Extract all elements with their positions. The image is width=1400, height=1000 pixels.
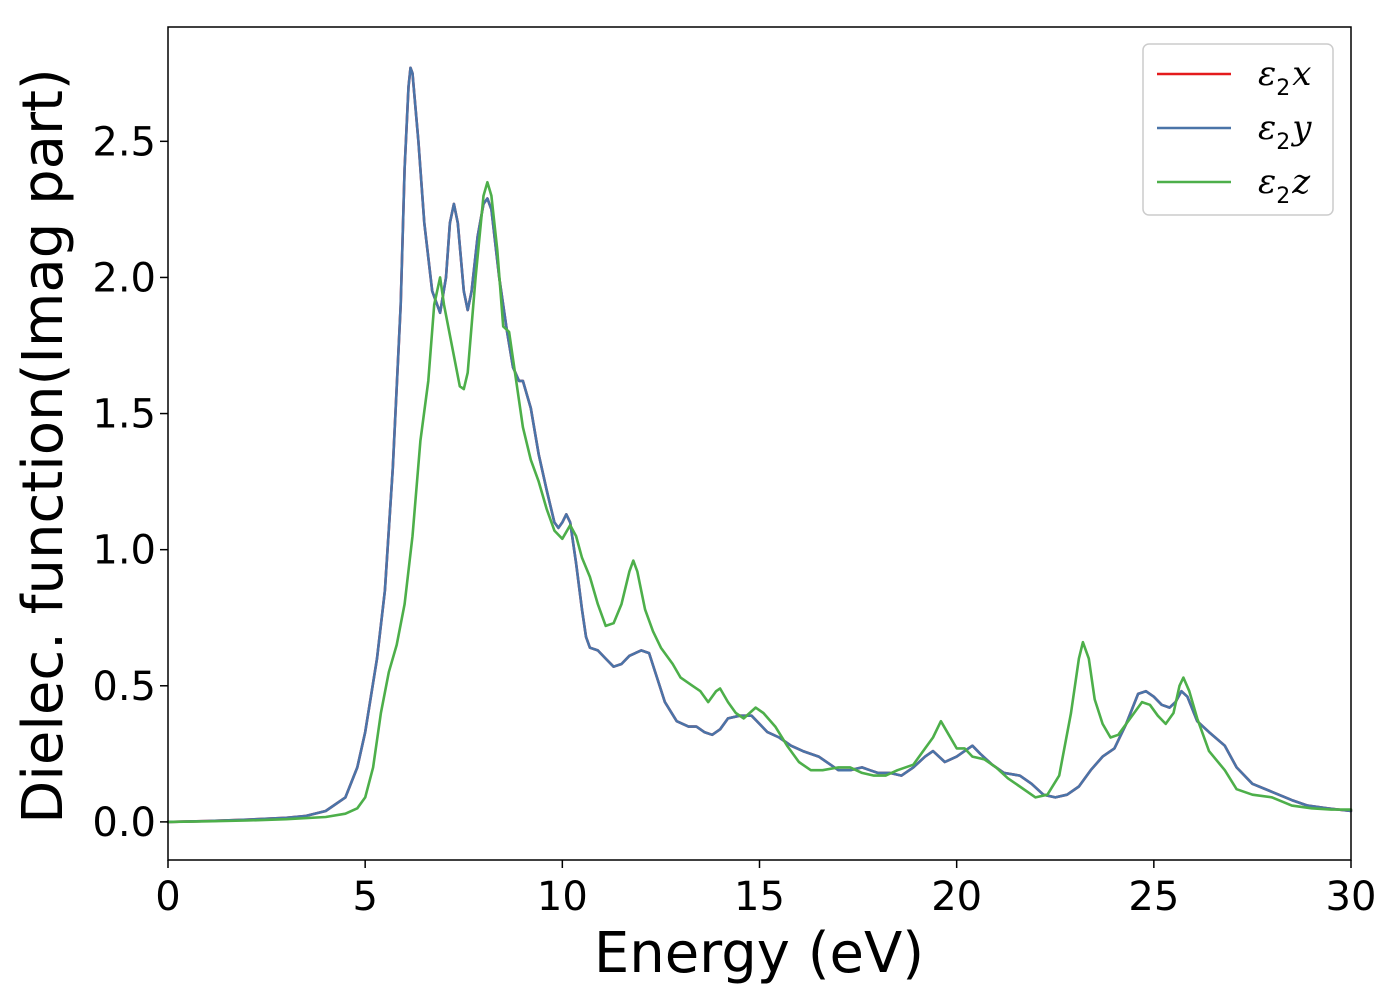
legend-symbol: ε: [1258, 162, 1276, 202]
series-layer: [166, 66, 1353, 824]
legend-subscript: 2: [1276, 76, 1290, 101]
x-tick-label: 15: [734, 874, 785, 920]
legend-subscript: 2: [1276, 184, 1290, 209]
legend-symbol: ε: [1258, 108, 1276, 148]
x-tick-label: 20: [931, 874, 982, 920]
y-tick-label: 0.0: [92, 800, 156, 846]
legend-variable: y: [1290, 108, 1312, 148]
legend-variable: z: [1291, 162, 1311, 202]
x-tick-label: 0: [155, 874, 180, 920]
y-tick-label: 1.0: [92, 528, 156, 574]
legend-label-z: ε2z: [1258, 162, 1311, 209]
x-tick-label: 5: [352, 874, 377, 920]
x-tick-label: 30: [1326, 874, 1377, 920]
legend-label-y: ε2y: [1258, 108, 1312, 155]
series-line-y: [166, 66, 1353, 824]
series-line-z: [166, 180, 1353, 824]
legend-subscript: 2: [1276, 130, 1290, 155]
legend-box: [1142, 43, 1334, 216]
x-axis-label: Energy (eV): [594, 921, 924, 986]
y-axis-ticks: 0.0 0.5 1.0 1.5 2.0 2.5: [92, 119, 168, 846]
y-tick-label: 2.0: [92, 255, 156, 301]
x-axis-ticks: 0 5 10 15 20 25 30: [155, 860, 1376, 920]
y-tick-label: 0.5: [92, 664, 156, 710]
y-tick-label: 1.5: [92, 392, 156, 438]
legend-label-x: ε2x: [1258, 54, 1311, 101]
x-tick-label: 10: [537, 874, 588, 920]
y-tick-label: 2.5: [92, 119, 156, 165]
legend-symbol: ε: [1258, 54, 1276, 94]
y-axis-label: Dielec. function(Imag part): [11, 68, 76, 824]
x-tick-label: 25: [1128, 874, 1179, 920]
legend-variable: x: [1292, 54, 1311, 94]
